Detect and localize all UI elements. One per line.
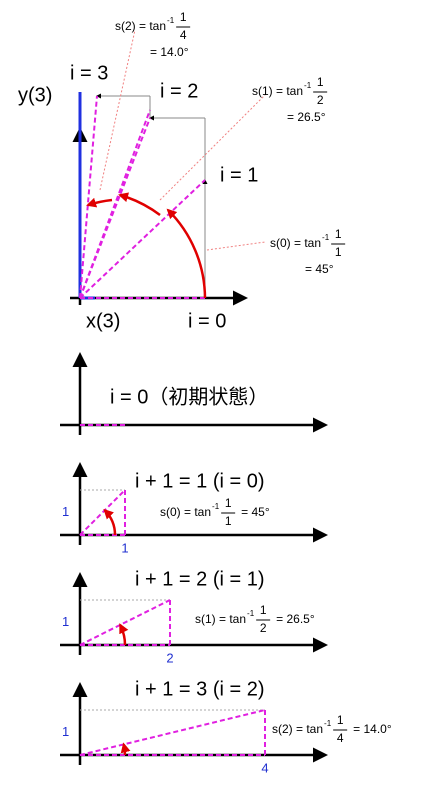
leader xyxy=(206,241,266,251)
rotation-0 xyxy=(166,208,207,299)
vector-2b xyxy=(79,117,151,299)
rotation-2 xyxy=(86,197,113,208)
annotation-prefix: s(0) = tan xyxy=(160,505,211,519)
rotation xyxy=(120,742,131,756)
annotation-den: 4 xyxy=(180,28,187,42)
annotation-num: 1 xyxy=(317,75,324,89)
annotation-result: = 26.5° xyxy=(276,612,315,626)
vector-1 xyxy=(79,179,206,299)
y-label: 1 xyxy=(62,614,69,629)
annotation-sup: -1 xyxy=(167,16,175,25)
vector xyxy=(79,599,171,646)
x-label: 1 xyxy=(121,540,128,555)
x-label: 2 xyxy=(166,650,173,665)
annotation-sup: -1 xyxy=(247,609,255,618)
annotation-den: 2 xyxy=(317,93,324,107)
panel-title: i + 1 = 2 (i = 1) xyxy=(135,568,265,590)
annotation-result: = 26.5° xyxy=(287,110,326,124)
annotation-num: 1 xyxy=(335,227,342,241)
leader xyxy=(159,94,266,201)
annotation-den: 1 xyxy=(225,514,232,528)
y-label: 1 xyxy=(62,724,69,739)
annotation-prefix: s(2) = tan xyxy=(272,722,323,736)
rotation xyxy=(103,508,117,536)
annotation-den: 2 xyxy=(260,621,267,635)
annotation-num: 1 xyxy=(225,496,232,510)
annotation-result: = 45° xyxy=(305,262,334,276)
rotation xyxy=(119,623,129,646)
annotation-prefix: s(2) = tan xyxy=(115,19,166,33)
label: i = 2 xyxy=(160,80,198,102)
label: i = 0 xyxy=(188,310,226,332)
rotation-1 xyxy=(118,192,161,217)
panel-title: i + 1 = 3 (i = 2) xyxy=(135,678,265,700)
annotation-num: 1 xyxy=(337,713,344,727)
annotation-prefix: s(1) = tan xyxy=(195,612,246,626)
annotation-sup: -1 xyxy=(304,81,312,90)
vector xyxy=(79,489,126,536)
label: y(3) xyxy=(18,84,52,106)
leader xyxy=(99,29,136,191)
annotation-num: 1 xyxy=(180,10,187,24)
annotation-den: 4 xyxy=(337,731,344,745)
annotation-result: = 45° xyxy=(241,505,270,519)
label: i = 1 xyxy=(220,164,258,186)
label: i = 3 xyxy=(70,62,108,84)
annotation-result: = 14.0° xyxy=(353,722,392,736)
label: x(3) xyxy=(86,310,120,332)
annotation-den: 1 xyxy=(335,245,342,259)
vector-3 xyxy=(79,95,98,299)
annotation-num: 1 xyxy=(260,603,267,617)
annotation-sup: -1 xyxy=(212,502,220,511)
panel-title: i = 0（初期状態） xyxy=(110,385,268,408)
annotation-result: = 14.0° xyxy=(150,45,189,59)
y-label: 1 xyxy=(62,504,69,519)
annotation-sup: -1 xyxy=(322,233,330,242)
annotation-prefix: s(0) = tan xyxy=(270,236,321,250)
x-label: 4 xyxy=(261,760,268,775)
vector xyxy=(79,709,266,756)
panel-title: i + 1 = 1 (i = 0) xyxy=(135,470,265,492)
top-diagram: i = 3 i = 2 i = 1 i = 0 y(3) x(3) xyxy=(18,29,266,332)
annotation-prefix: s(1) = tan xyxy=(252,84,303,98)
annotation-sup: -1 xyxy=(324,719,332,728)
